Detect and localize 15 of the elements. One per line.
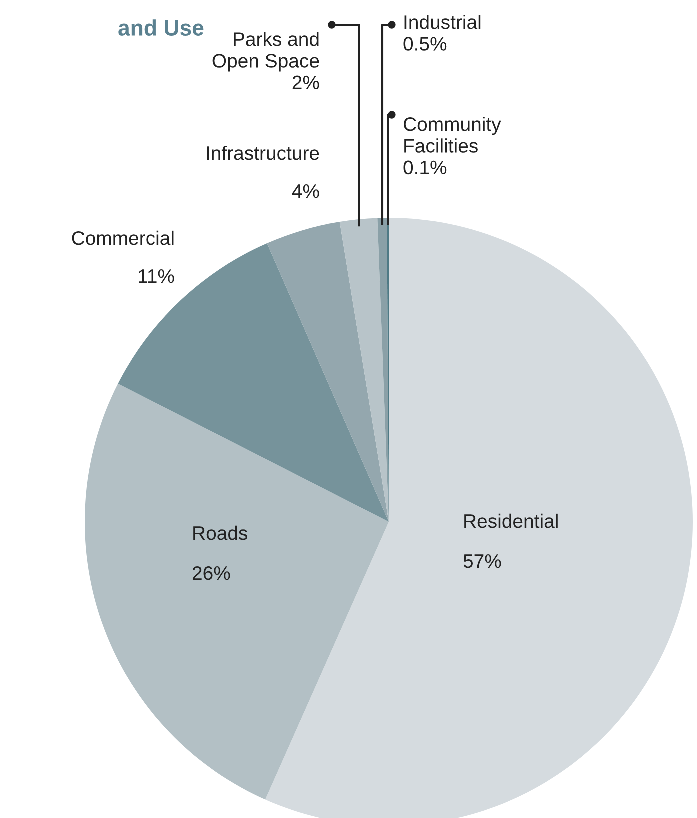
slice-label: Infrastructure	[207, 146, 320, 160]
data-label: 57%	[464, 554, 502, 568]
data-label: 0.1%	[404, 160, 447, 175]
slice-label: Roads	[194, 526, 248, 540]
slice-label: Industrial	[404, 15, 481, 30]
data-label: 0.5%	[404, 37, 447, 51]
data-label: 2%	[292, 76, 320, 90]
slice-label: Parks and Open Space	[212, 32, 320, 72]
chart-title: and Use	[118, 20, 204, 36]
data-label: 26%	[192, 566, 230, 580]
data-label: 11%	[139, 270, 174, 284]
slice-label: Residential	[464, 514, 558, 528]
data-label: 4%	[292, 184, 320, 198]
slice-label: Commercial	[72, 230, 174, 246]
slice-label: Community Facilities	[404, 117, 502, 153]
